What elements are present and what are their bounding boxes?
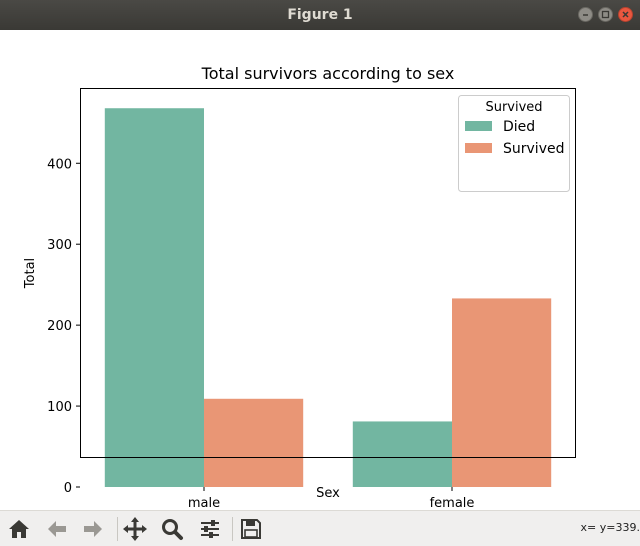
chart-title: Total survivors according to sex: [201, 64, 455, 83]
x-tick-label: male: [188, 496, 220, 510]
bar-chart: Total survivors according to sex 0 100 200…: [23, 64, 576, 511]
y-tick-label: 400: [47, 157, 72, 172]
coordinate-readout: x= y=339.: [580, 521, 640, 534]
legend-label-died: Died: [503, 119, 535, 135]
x-axis-label: Sex: [316, 486, 340, 501]
legend-title: Survived: [485, 100, 542, 115]
save-icon: [241, 519, 261, 539]
back-button[interactable]: [42, 514, 72, 544]
navigation-toolbar: x= y=339.: [0, 510, 640, 546]
bar-survived-male: [204, 398, 304, 487]
save-button[interactable]: [236, 514, 266, 544]
bar-died-male: [104, 108, 204, 487]
window-titlebar[interactable]: Figure 1: [0, 0, 640, 30]
axes-frame: [80, 88, 576, 458]
bar-died-female: [352, 421, 452, 487]
x-tick-label: female: [430, 496, 475, 510]
home-icon: [9, 520, 29, 538]
y-tick-label: 300: [47, 238, 72, 253]
y-tick-label: 100: [47, 400, 72, 415]
bar-survived-female: [452, 298, 552, 487]
legend-swatch-survived: [465, 143, 492, 153]
configure-subplots-icon: [201, 520, 219, 538]
minimize-icon: [583, 14, 588, 16]
legend-frame: [458, 95, 570, 192]
back-icon: [48, 521, 66, 537]
zoom-button[interactable]: [157, 514, 187, 544]
legend-swatch-died: [465, 121, 492, 131]
window-title: Figure 1: [287, 7, 353, 23]
y-tick-label: 0: [64, 481, 72, 496]
home-button[interactable]: [4, 514, 34, 544]
toolbar-separator: [232, 517, 233, 541]
pan-button[interactable]: [120, 514, 150, 544]
forward-button[interactable]: [78, 514, 108, 544]
y-tick-label: 200: [47, 319, 72, 334]
forward-icon: [84, 521, 102, 537]
close-icon: [622, 11, 629, 18]
minimize-button[interactable]: [578, 7, 593, 22]
figure-canvas[interactable]: Total survivors according to sex 0 100 200…: [0, 30, 640, 511]
y-axis-label: Total: [23, 258, 38, 289]
toolbar-separator: [117, 517, 118, 541]
pan-icon: [123, 517, 147, 541]
maximize-button[interactable]: [598, 7, 613, 22]
legend: Survived Died Survived: [458, 95, 570, 192]
close-button[interactable]: [618, 7, 633, 22]
legend-label-survived: Survived: [503, 141, 564, 157]
zoom-icon: [162, 519, 183, 540]
maximize-icon: [601, 10, 610, 19]
configure-subplots-button[interactable]: [195, 514, 225, 544]
